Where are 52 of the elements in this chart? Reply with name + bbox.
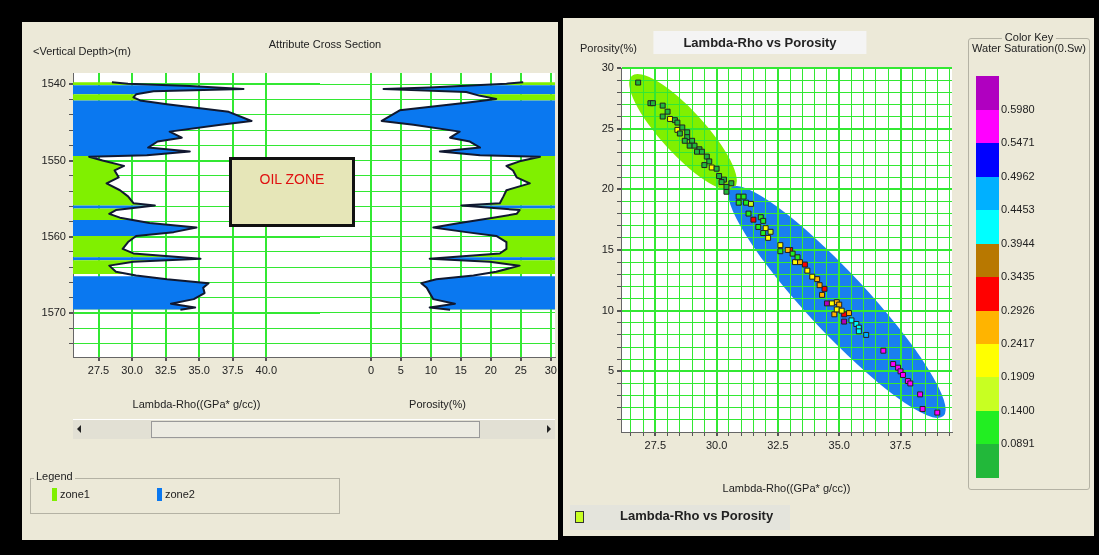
text: Color Key: [1001, 31, 1057, 43]
x-tick-label: 35.0: [188, 363, 210, 376]
legend-title: Legend: [34, 470, 75, 482]
x-tick-label: 10: [424, 363, 438, 376]
y-axis-title: Porosity(%): [580, 42, 637, 54]
color-bar-label: 0.4453: [1001, 203, 1035, 216]
x-tick-label: 30: [544, 363, 557, 376]
color-bar-label: 0.3435: [1001, 270, 1035, 283]
y-tick-label: 30: [601, 61, 614, 74]
y-tick-label: 15: [601, 243, 614, 256]
color-bar-label: 0.5471: [1001, 136, 1035, 148]
legend-label: zone2: [165, 488, 195, 500]
color-bar-label: 0.3944: [1001, 236, 1035, 249]
x-tick-label: 30.0: [121, 363, 143, 376]
x-tick-label: 37.5: [222, 363, 244, 376]
y-tick-label: 1570: [41, 305, 66, 318]
y-tick-label: 1540: [41, 77, 66, 90]
color-bar-label: 0.0891: [1001, 437, 1035, 450]
y-axis-title: <Vertical Depth>(m): [33, 45, 131, 57]
color-bar-title: Water Saturation(0.Sw): [972, 42, 1086, 54]
x-tick-label: 15: [454, 363, 467, 376]
x-tick-label: 35.0: [828, 438, 850, 451]
x-axis-title: Porosity(%): [409, 398, 466, 411]
y-tick-label: 25: [601, 121, 614, 134]
color-bar-label: 0.5980: [1001, 102, 1035, 115]
color-bar-label: 0.2417: [1001, 337, 1035, 350]
color-bar-label: 0.4962: [1001, 169, 1035, 182]
chart-title: Attribute Cross Section: [268, 38, 382, 50]
x-tick-label: 40.0: [255, 363, 278, 376]
x-tick-label: 37.5: [889, 438, 912, 451]
x-tick-label: 27.5: [87, 363, 110, 376]
color-bar-label: 0.1909: [1001, 370, 1035, 383]
annotation: OIL ZONE: [259, 171, 325, 187]
y-tick-label: 1560: [41, 229, 66, 242]
text: Lambda-Rho vs Porosity: [620, 508, 774, 523]
x-tick-label: 25: [514, 363, 527, 376]
x-tick-label: 32.5: [154, 363, 177, 376]
x-tick-label: 0: [367, 363, 375, 376]
x-tick-label: 5: [397, 363, 404, 376]
x-axis-title: Lambda-Rho((GPa* g/cc)): [132, 398, 261, 411]
y-tick-label: 10: [601, 303, 614, 316]
x-tick-label: 30.0: [705, 438, 728, 451]
color-bar-label: 0.2926: [1001, 303, 1035, 316]
x-tick-label: 20: [484, 363, 497, 376]
legend-label: zone1: [60, 488, 90, 500]
x-tick-label: 32.5: [767, 438, 789, 451]
y-tick-label: 1550: [41, 153, 66, 166]
x-axis-title: Lambda-Rho((GPa* g/cc)): [722, 482, 851, 495]
x-tick-label: 27.5: [644, 438, 667, 451]
color-bar-label: 0.1400: [1001, 403, 1035, 416]
y-tick-label: 20: [601, 182, 614, 195]
chart-title: Lambda-Rho vs Porosity: [653, 31, 867, 54]
